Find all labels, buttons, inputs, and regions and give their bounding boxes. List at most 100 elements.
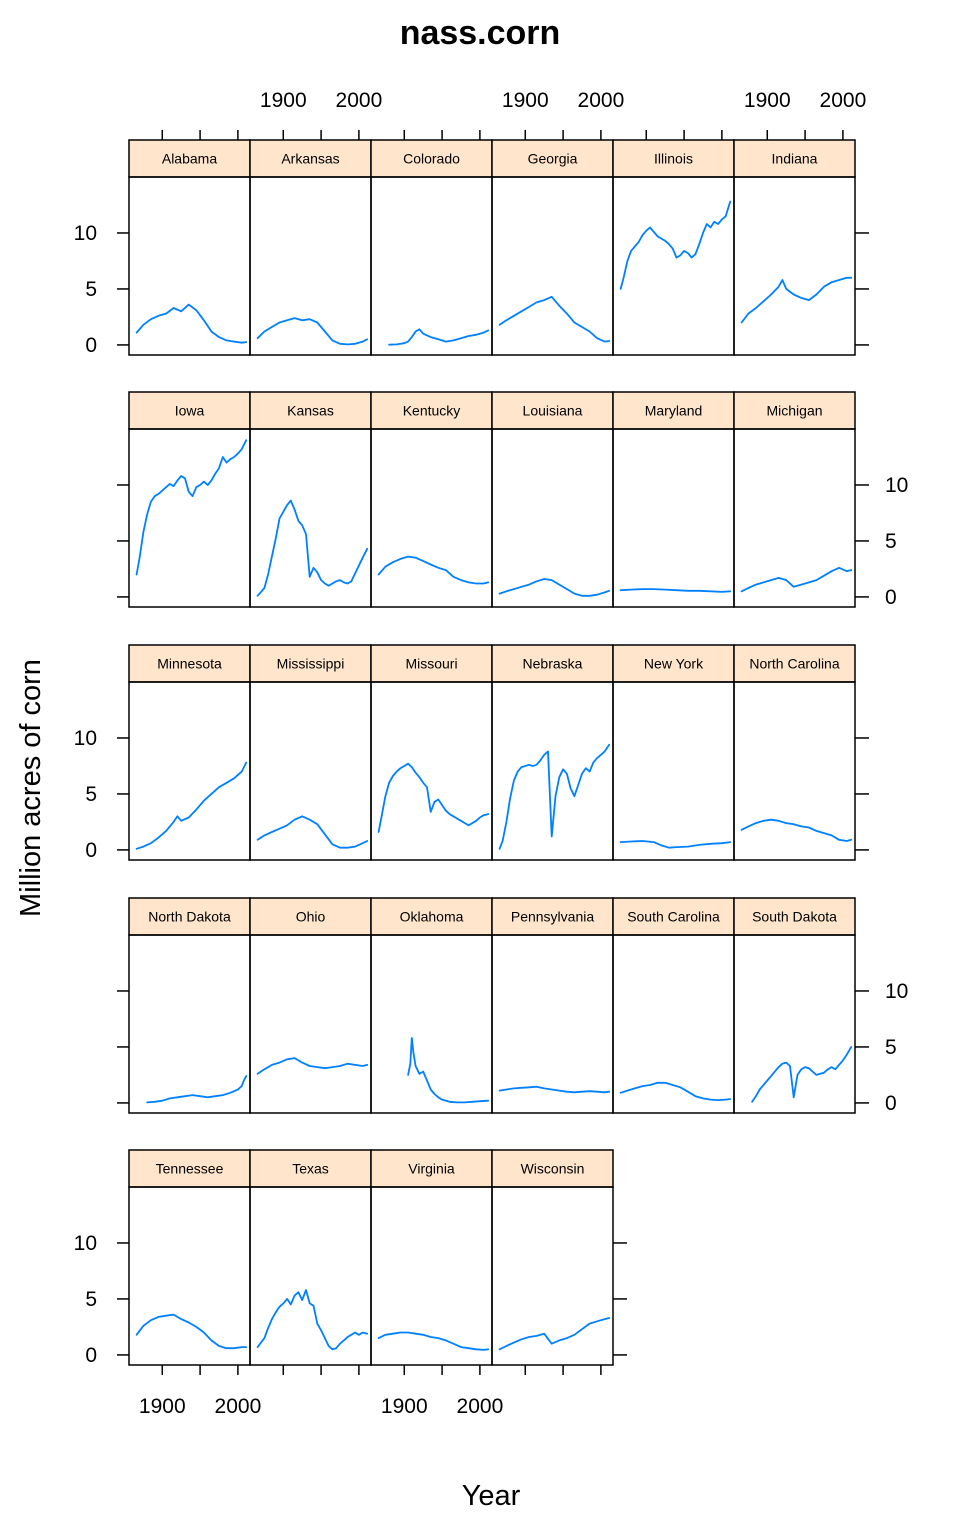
panel-north-carolina [733,681,856,861]
panel-south-carolina [612,934,735,1114]
series-line-south-carolina [619,1081,732,1101]
x-tick-label-top: 1900 [744,89,791,112]
series-line-georgia [498,295,611,343]
panel-virginia [370,1186,493,1366]
x-tick-label-top: 2000 [578,89,625,112]
strip-texas [249,1149,372,1188]
panel-ohio [249,934,372,1114]
x-tick-label-bottom: 1900 [381,1395,428,1418]
strip-label-new-york: New York [644,656,704,672]
series-line-minnesota [135,761,248,850]
x-tick-label-top: 2000 [820,89,867,112]
strip-label-louisiana: Louisiana [523,403,583,419]
x-tick-label-top: 1900 [260,89,307,112]
strip-label-maryland: Maryland [645,403,703,419]
strip-label-georgia: Georgia [528,151,578,167]
x-tick-label-bottom: 1900 [139,1395,186,1418]
strip-nebraska [491,644,614,683]
x-tick-label-top: 2000 [336,89,383,112]
series-line-nebraska [498,743,611,850]
strip-label-missouri: Missouri [405,656,457,672]
panel-minnesota [128,681,251,861]
strip-north-dakota [128,897,251,936]
series-line-illinois [619,200,732,290]
panel-georgia [491,176,614,356]
panel-kentucky [370,428,493,608]
strip-mississippi [249,644,372,683]
series-line-michigan [740,566,853,593]
series-line-colorado [388,328,490,346]
strip-label-colorado: Colorado [403,151,460,167]
y-tick-label-left: 5 [85,783,97,806]
strip-louisiana [491,391,614,430]
series-line-tennessee [135,1313,248,1350]
series-line-oklahoma [407,1037,490,1104]
y-tick-label-left: 10 [74,727,97,750]
series-line-missouri [377,762,490,833]
strip-label-virginia: Virginia [408,1161,455,1177]
strip-tennessee [128,1149,251,1188]
series-line-pennsylvania [498,1085,611,1094]
series-line-indiana [740,276,853,324]
series-line-alabama [135,303,248,344]
panel-grid: Alabama 0 5 10 Arkansas 1900 2000 Colorado Georg… [74,89,909,1418]
strip-label-iowa: Iowa [175,403,205,419]
series-line-maryland [619,588,732,593]
series-line-texas [256,1289,369,1351]
panel-pennsylvania [491,934,614,1114]
series-line-wisconsin [498,1317,611,1351]
panel-new-york [612,681,735,861]
strip-label-michigan: Michigan [766,403,822,419]
strip-label-kansas: Kansas [287,403,334,419]
y-tick-label-right: 0 [885,1092,897,1115]
strip-label-oklahoma: Oklahoma [400,909,464,925]
strip-label-north-carolina: North Carolina [749,656,839,672]
strip-new-york [612,644,735,683]
y-tick-label-right: 5 [885,530,897,553]
panel-south-dakota [733,934,856,1114]
panel-oklahoma [370,934,493,1114]
strip-iowa [128,391,251,430]
series-line-new-york [619,840,732,849]
series-line-iowa [135,439,248,576]
strip-label-kentucky: Kentucky [403,403,461,419]
strip-label-mississippi: Mississippi [277,656,345,672]
strip-label-wisconsin: Wisconsin [521,1161,585,1177]
strip-virginia [370,1149,493,1188]
strip-minnesota [128,644,251,683]
strip-label-texas: Texas [292,1161,329,1177]
y-tick-label-right: 10 [885,980,908,1003]
y-tick-label-left: 0 [85,839,97,862]
y-tick-label-left: 0 [85,334,97,357]
series-line-north-carolina [740,818,853,842]
y-tick-label-left: 10 [74,1232,97,1255]
series-line-arkansas [256,317,369,346]
strip-north-carolina [733,644,856,683]
x-tick-label-bottom: 2000 [457,1395,504,1418]
series-line-kansas [256,499,369,597]
panel-texas [249,1186,372,1366]
y-tick-label-left: 5 [85,1288,97,1311]
panel-colorado [370,176,493,356]
strip-kentucky [370,391,493,430]
series-line-kentucky [377,555,490,585]
chart-title: nass.corn [400,14,561,52]
strip-label-ohio: Ohio [296,909,326,925]
series-line-ohio [256,1057,369,1075]
panel-missouri [370,681,493,861]
panel-michigan [733,428,856,608]
y-tick-label-right: 0 [885,586,897,609]
strip-label-nebraska: Nebraska [523,656,583,672]
panel-north-dakota [128,934,251,1114]
series-line-north-dakota [146,1075,248,1104]
panel-alabama [128,176,251,356]
strip-label-south-carolina: South Carolina [627,909,720,925]
strip-label-indiana: Indiana [772,151,818,167]
y-axis-title: Million acres of corn [15,659,47,917]
strip-label-tennessee: Tennessee [156,1161,224,1177]
y-tick-label-left: 10 [74,222,97,245]
x-axis-title: Year [462,1480,521,1512]
panel-wisconsin [491,1186,614,1366]
strip-wisconsin [491,1149,614,1188]
